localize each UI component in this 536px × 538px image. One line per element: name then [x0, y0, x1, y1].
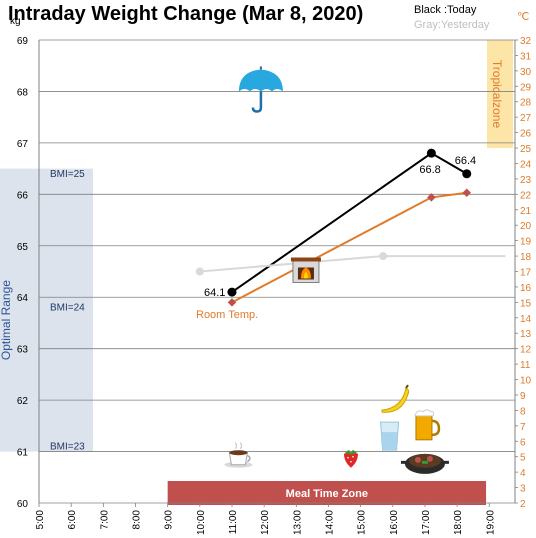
y-right-tick-label: 24 — [520, 159, 532, 170]
y-left-tick-label: 63 — [17, 345, 29, 356]
series-point-today — [462, 169, 472, 179]
y-right-tick-label: 18 — [520, 252, 532, 263]
y-right-tick-label: 20 — [520, 221, 532, 232]
y-right-tick-label: 30 — [520, 67, 532, 78]
coffee-icon — [224, 442, 253, 468]
tropical-zone-band — [487, 40, 513, 149]
optimal-range-band — [0, 168, 93, 452]
bmi-label: BMI=24 — [50, 303, 85, 314]
y-right-tick-label: 26 — [520, 129, 532, 140]
banana-icon — [381, 384, 410, 413]
y-left-tick-label: 62 — [17, 396, 29, 407]
y-right-tick-label: 14 — [520, 314, 532, 325]
y-right-tick-label: 11 — [520, 360, 531, 371]
left-unit-label: kg — [10, 16, 21, 27]
fireplace-icon — [290, 257, 321, 283]
y-right-tick-label: 19 — [520, 237, 532, 248]
y-right-tick-label: 17 — [520, 268, 532, 279]
x-tick-label: 18:00 — [453, 510, 464, 535]
chart-title: Intraday Weight Change (Mar 8, 2020) — [8, 3, 363, 25]
x-tick-label: 12:00 — [260, 510, 271, 535]
y-left-tick-label: 66 — [17, 190, 29, 201]
y-right-tick-label: 12 — [520, 345, 532, 356]
y-right-tick-label: 10 — [520, 376, 532, 387]
y-right-tick-label: 27 — [520, 113, 532, 124]
series-line-yesterday — [199, 255, 506, 273]
y-right-tick-label: 28 — [520, 98, 532, 109]
umbrella-icon — [238, 66, 283, 113]
y-right-tick-label: 2 — [520, 499, 526, 510]
x-tick-label: 5:00 — [35, 510, 46, 530]
y-right-tick-label: 25 — [520, 144, 532, 155]
x-tick-label: 7:00 — [99, 510, 110, 530]
series-point-today — [227, 287, 237, 297]
room-temp-label: Room Temp. — [196, 309, 258, 321]
x-tick-label: 13:00 — [292, 510, 303, 535]
x-tick-label: 11:00 — [228, 510, 239, 535]
y-left-tick-label: 64 — [17, 293, 29, 304]
y-right-tick-label: 21 — [520, 206, 532, 217]
x-tick-label: 16:00 — [389, 510, 400, 535]
y-right-tick-label: 32 — [520, 36, 532, 47]
series-point-room_temp — [427, 193, 436, 202]
y-left-tick-label: 61 — [17, 448, 29, 459]
series-point-room_temp — [462, 188, 471, 198]
x-tick-label: 8:00 — [131, 510, 142, 530]
y-right-tick-label: 6 — [520, 437, 526, 448]
y-right-tick-label: 31 — [520, 51, 532, 62]
x-tick-label: 14:00 — [324, 510, 335, 535]
y-right-tick-label: 22 — [520, 190, 532, 201]
bmi-label: BMI=25 — [50, 169, 85, 180]
series-point-yesterday — [379, 252, 388, 261]
data-label-today: 66.8 — [419, 164, 440, 176]
bmi-label: BMI=23 — [50, 441, 85, 452]
series-point-today — [426, 148, 436, 158]
y-right-tick-label: 9 — [520, 391, 526, 402]
right-unit-label: ℃ — [517, 11, 529, 23]
y-right-tick-label: 23 — [520, 175, 532, 186]
legend-today: Black :Today — [414, 4, 477, 16]
strawberry-icon — [343, 449, 358, 468]
y-right-tick-label: 5 — [520, 453, 526, 464]
series-point-room_temp — [227, 298, 237, 307]
y-right-tick-label: 8 — [520, 406, 526, 417]
legend-yesterday: Gray:Yesterday — [414, 19, 490, 31]
y-right-tick-label: 3 — [520, 484, 526, 495]
y-right-tick-label: 7 — [520, 422, 526, 433]
meal-time-band — [167, 481, 487, 505]
x-tick-label: 17:00 — [421, 510, 432, 535]
y-right-tick-label: 29 — [520, 82, 532, 93]
y-left-tick-label: 69 — [17, 36, 29, 47]
meal-time-label: Meal Time Zone — [286, 488, 368, 500]
y-right-tick-label: 15 — [520, 298, 532, 309]
y-left-tick-label: 60 — [17, 499, 29, 510]
y-right-tick-label: 13 — [520, 329, 532, 340]
x-tick-label: 9:00 — [164, 510, 175, 530]
y-right-tick-label: 4 — [520, 468, 526, 479]
x-tick-label: 19:00 — [485, 510, 496, 535]
hotpot-icon — [400, 453, 449, 474]
y-left-tick-label: 65 — [17, 242, 29, 253]
x-tick-label: 15:00 — [357, 510, 368, 535]
x-tick-label: 6:00 — [67, 510, 78, 530]
y-right-tick-label: 16 — [520, 283, 532, 294]
tropical-zone-label: Tropicalzone — [490, 60, 504, 129]
optimal-range-label: Optimal Range — [0, 280, 13, 360]
y-left-tick-label: 67 — [17, 139, 29, 150]
beer-icon — [414, 409, 441, 441]
y-left-tick-label: 68 — [17, 87, 29, 98]
data-label-today: 64.1 — [204, 287, 225, 299]
data-label-today: 66.4 — [455, 155, 476, 167]
series-point-yesterday — [195, 267, 204, 276]
water-glass-icon — [380, 421, 400, 451]
x-tick-label: 10:00 — [196, 510, 207, 535]
